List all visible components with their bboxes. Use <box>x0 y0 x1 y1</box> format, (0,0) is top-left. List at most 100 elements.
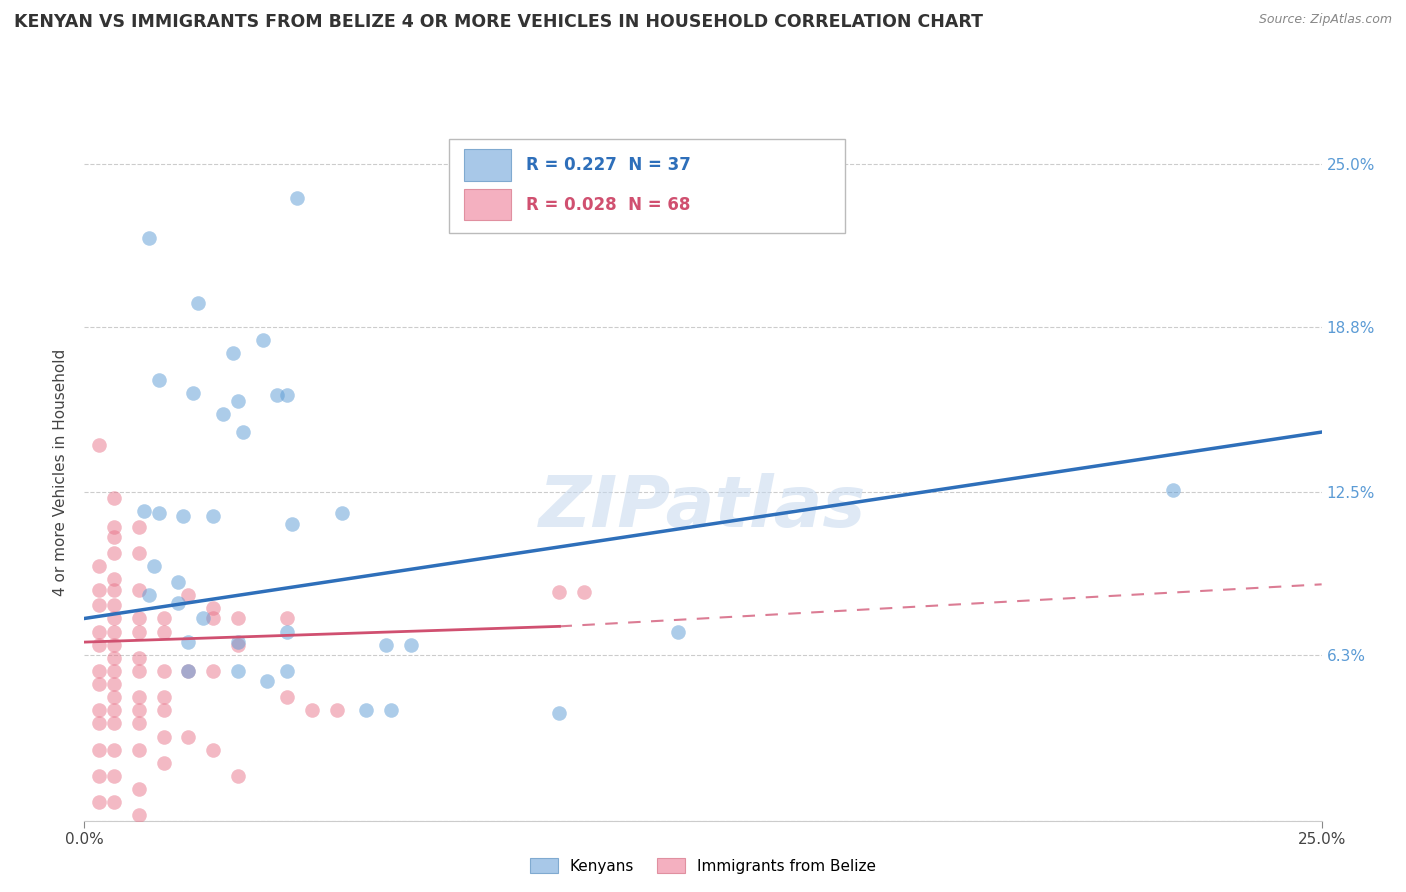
Point <box>128 546 150 560</box>
Point <box>548 585 571 599</box>
Point <box>226 638 249 652</box>
Point <box>177 730 200 744</box>
Bar <box>464 189 512 220</box>
Point <box>152 624 174 639</box>
Point <box>89 716 111 731</box>
Point <box>132 504 155 518</box>
Point <box>326 703 349 717</box>
Point <box>212 407 235 421</box>
Point <box>301 703 323 717</box>
Point <box>89 638 111 652</box>
Point <box>128 808 150 822</box>
Legend: Kenyans, Immigrants from Belize: Kenyans, Immigrants from Belize <box>524 852 882 880</box>
Point <box>128 651 150 665</box>
Point <box>548 706 571 720</box>
Point <box>152 730 174 744</box>
Point <box>128 716 150 731</box>
Point <box>226 664 249 678</box>
Point <box>252 333 274 347</box>
FancyBboxPatch shape <box>450 139 845 233</box>
Point <box>103 703 125 717</box>
Point <box>128 519 150 533</box>
Point <box>187 296 209 310</box>
Point <box>152 703 174 717</box>
Point <box>128 703 150 717</box>
Point <box>330 507 353 521</box>
Point <box>167 596 190 610</box>
Point <box>89 664 111 678</box>
Point <box>226 769 249 783</box>
Point <box>152 756 174 770</box>
Point <box>103 716 125 731</box>
Point <box>256 674 278 689</box>
Point <box>356 703 378 717</box>
Point <box>103 611 125 625</box>
Point <box>167 574 190 589</box>
Point <box>128 782 150 797</box>
Point <box>276 690 298 705</box>
Text: Source: ZipAtlas.com: Source: ZipAtlas.com <box>1258 13 1392 27</box>
Point <box>103 530 125 544</box>
Y-axis label: 4 or more Vehicles in Household: 4 or more Vehicles in Household <box>53 349 69 597</box>
Point <box>202 601 225 615</box>
Point <box>172 509 194 524</box>
Point <box>103 769 125 783</box>
Point <box>152 611 174 625</box>
Text: KENYAN VS IMMIGRANTS FROM BELIZE 4 OR MORE VEHICLES IN HOUSEHOLD CORRELATION CHA: KENYAN VS IMMIGRANTS FROM BELIZE 4 OR MO… <box>14 13 983 31</box>
Point <box>128 611 150 625</box>
Point <box>89 582 111 597</box>
Point <box>380 703 402 717</box>
Point <box>191 611 214 625</box>
Point <box>89 703 111 717</box>
Bar <box>464 149 512 180</box>
Point <box>375 638 398 652</box>
Point <box>103 690 125 705</box>
Point <box>142 558 165 573</box>
Point <box>103 664 125 678</box>
Point <box>399 638 422 652</box>
Point <box>148 373 170 387</box>
Point <box>128 582 150 597</box>
Text: R = 0.028  N = 68: R = 0.028 N = 68 <box>526 196 690 214</box>
Point <box>103 795 125 809</box>
Point <box>103 491 125 505</box>
Point <box>177 635 200 649</box>
Point <box>128 690 150 705</box>
Point <box>103 677 125 691</box>
Point <box>281 516 304 531</box>
Point <box>232 425 254 439</box>
Point <box>89 599 111 613</box>
Point <box>181 385 204 400</box>
Point <box>276 664 298 678</box>
Point <box>226 635 249 649</box>
Point <box>222 346 245 360</box>
Point <box>89 795 111 809</box>
Point <box>138 588 160 602</box>
Point <box>276 388 298 402</box>
Point <box>103 572 125 586</box>
Point <box>89 558 111 573</box>
Point <box>128 743 150 757</box>
Point <box>177 664 200 678</box>
Text: R = 0.227  N = 37: R = 0.227 N = 37 <box>526 155 690 174</box>
Point <box>202 743 225 757</box>
Point <box>89 743 111 757</box>
Point <box>103 519 125 533</box>
Point <box>202 611 225 625</box>
Point <box>1161 483 1184 497</box>
Point <box>276 611 298 625</box>
Point <box>202 664 225 678</box>
Point <box>103 743 125 757</box>
Point <box>103 582 125 597</box>
Point <box>152 690 174 705</box>
Point <box>177 588 200 602</box>
Point <box>285 191 308 205</box>
Point <box>103 624 125 639</box>
Point <box>177 664 200 678</box>
Point <box>103 651 125 665</box>
Point <box>666 624 689 639</box>
Point <box>148 507 170 521</box>
Point <box>103 638 125 652</box>
Point <box>266 388 288 402</box>
Point <box>103 546 125 560</box>
